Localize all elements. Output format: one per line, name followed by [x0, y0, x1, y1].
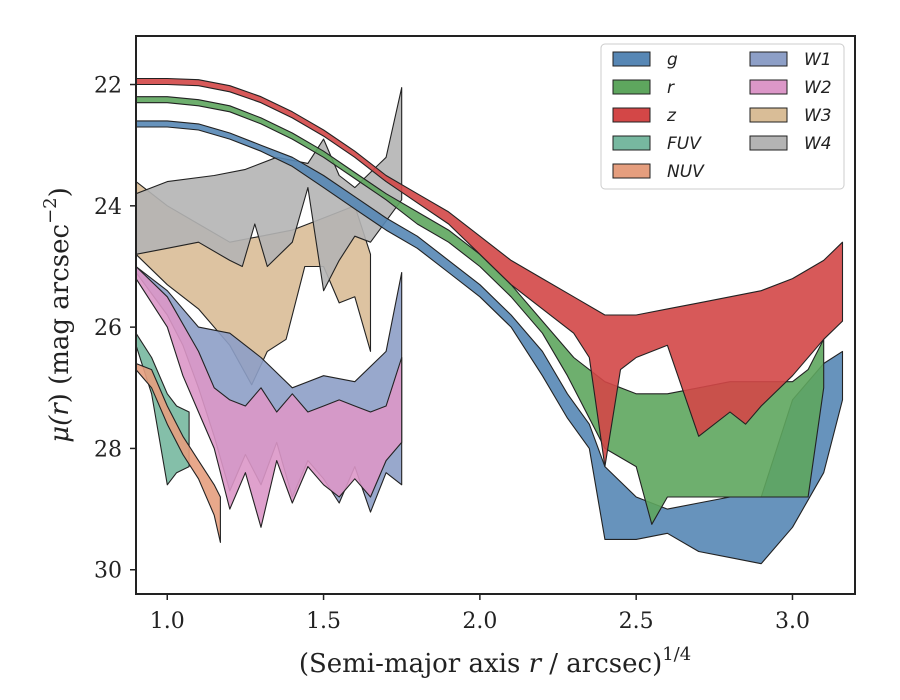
legend-label: W2	[804, 78, 832, 98]
legend-label: z	[666, 106, 677, 126]
legend-swatch	[749, 51, 788, 67]
legend-label: r	[667, 78, 675, 98]
legend-swatch	[612, 51, 651, 67]
legend-swatch	[612, 163, 651, 179]
band-z	[136, 77, 844, 468]
x-tick-label: 1.0	[150, 609, 185, 634]
legend-label: FUV	[667, 134, 702, 154]
y-tick-label: 30	[94, 559, 122, 584]
y-tick-label: 28	[94, 437, 122, 462]
y-tick-label: 26	[94, 316, 122, 341]
x-tick-label: 1.5	[306, 609, 341, 634]
band-nuv	[136, 362, 221, 543]
legend-label: g	[667, 50, 678, 70]
legend-label: W1	[804, 50, 832, 70]
x-tick-label: 3.0	[775, 609, 810, 634]
y-tick-label: 24	[94, 195, 122, 220]
legend-swatch	[749, 79, 788, 95]
band-w2	[136, 265, 403, 528]
plot-frame	[135, 35, 856, 595]
x-tick-label: 2.0	[462, 609, 497, 634]
y-tick-label: 22	[94, 74, 122, 99]
band-r	[136, 96, 825, 525]
y-axis: 22 24 26 28 30	[94, 74, 136, 584]
x-axis-title: (Semi-major axis r / arcsec)1/4	[299, 644, 691, 679]
legend-label: NUV	[667, 162, 705, 182]
band-g	[136, 120, 844, 565]
x-tick-label: 2.5	[619, 609, 654, 634]
legend-label: W3	[804, 106, 832, 126]
legend-swatch	[612, 107, 651, 123]
legend-swatch	[749, 107, 788, 123]
legend: grz FUV NUV W1 W2 W3 W4	[600, 43, 845, 190]
legend-swatch	[749, 135, 788, 151]
legend-label: W4	[804, 134, 832, 154]
legend-swatch	[612, 79, 651, 95]
x-axis: 1.0 1.5 2.0 2.5 3.0	[150, 594, 810, 634]
legend-swatch	[612, 135, 651, 151]
y-axis-title: μ(r) (mag arcsec−2)	[40, 187, 75, 443]
